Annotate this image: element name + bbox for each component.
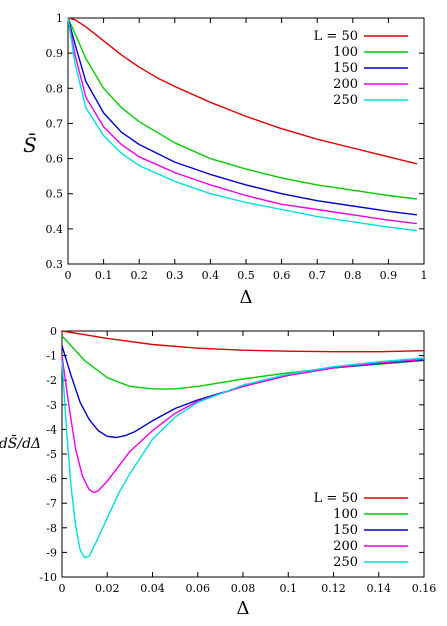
bottom-series-line-3: [61, 355, 425, 494]
bottom-ytick-label: -8: [46, 522, 57, 535]
bottom-legend-label: 100: [333, 507, 358, 522]
top-xtick-label: 1: [421, 269, 428, 282]
bottom-chart-frame: [61, 330, 425, 578]
bottom-chart-ylabel: dS̄/dΔ: [0, 434, 41, 452]
bottom-xtick-label: 0.16: [412, 582, 437, 595]
top-xtick-label: 0.7: [308, 269, 326, 282]
bottom-xtick-label: 0.12: [321, 582, 346, 595]
top-chart-xlabel: Δ: [240, 287, 253, 308]
bottom-xtick-label: 0.08: [231, 582, 256, 595]
top-xtick-label: 0.5: [237, 269, 255, 282]
top-series-line-0: [67, 17, 418, 165]
top-ytick-label: 0.7: [46, 117, 64, 130]
top-legend-label: 100: [333, 45, 358, 60]
bottom-legend-label: 200: [333, 539, 358, 554]
bottom-legend-label: 150: [333, 523, 358, 538]
bottom-ytick-label: -4: [46, 423, 57, 436]
bottom-ytick-label: -2: [46, 374, 57, 387]
top-ytick-label: 0.8: [46, 82, 64, 95]
top-legend-label: 200: [333, 77, 358, 92]
bottom-ytick-label: -10: [39, 571, 57, 584]
bottom-legend-label: 250: [333, 555, 358, 570]
top-ytick-label: 0.9: [46, 47, 64, 60]
top-xtick-label: 0.9: [380, 269, 398, 282]
bottom-ytick-label: -1: [46, 350, 57, 363]
top-series-line-3: [67, 17, 417, 225]
top-xtick-label: 0.6: [273, 269, 291, 282]
bottom-series-line-0: [61, 330, 425, 353]
top-chart-lines: [67, 17, 418, 232]
top-xtick-label: 0.2: [130, 269, 148, 282]
top-ytick-label: 0.6: [46, 153, 64, 166]
bottom-ytick-label: -3: [46, 399, 57, 412]
top-legend-label: 150: [333, 61, 358, 76]
top-series-line-1: [67, 17, 417, 200]
top-legend-label: 250: [333, 93, 358, 108]
top-xtick-label: 0.3: [166, 269, 184, 282]
bottom-xtick-label: 0.02: [95, 582, 120, 595]
bottom-xtick-label: 0.14: [367, 582, 392, 595]
top-chart: 0 0.1 0.2 0.3 0.4 0.5 0.6 0.7 0.8 0.9 1 0.3 0.4 0.5 0.…: [23, 12, 427, 308]
top-series-line-4: [67, 17, 417, 232]
top-xtick-label: 0.1: [95, 269, 113, 282]
bottom-series-line-4: [61, 357, 425, 559]
top-xtick-label: 0.4: [202, 269, 220, 282]
top-xtick-label: 0: [65, 269, 72, 282]
bottom-xtick-label: 0.1: [280, 582, 298, 595]
top-ytick-label: 0.4: [46, 223, 64, 236]
top-chart-ylabel: S̄: [23, 132, 37, 157]
top-chart-ticks: 0 0.1 0.2 0.3 0.4 0.5 0.6 0.7 0.8 0.9 1 0.3 0.4 0.5 0.…: [46, 12, 428, 282]
top-legend-label: L = 50: [314, 29, 358, 44]
bottom-series-line-2: [61, 345, 425, 439]
top-series-line-2: [67, 17, 417, 216]
bottom-chart-lines: [61, 330, 425, 559]
bottom-ytick-label: -6: [46, 473, 57, 486]
bottom-ytick-label: -7: [46, 497, 57, 510]
top-ytick-label: 0.3: [46, 258, 64, 271]
bottom-xtick-label: 0.06: [186, 582, 211, 595]
bottom-ytick-label: -5: [46, 448, 57, 461]
bottom-xtick-label: 0: [59, 582, 66, 595]
bottom-legend-label: L = 50: [314, 491, 358, 506]
bottom-chart: 0 0.02 0.04 0.06 0.08 0.1 0.12 0.14 0.16 0 -1 -2 -3 -…: [0, 325, 436, 619]
top-ytick-label: 1: [56, 12, 63, 25]
bottom-chart-ticks: 0 0.02 0.04 0.06 0.08 0.1 0.12 0.14 0.16 0 -1 -2 -3 -…: [39, 325, 436, 595]
bottom-xtick-label: 0.04: [140, 582, 165, 595]
top-ytick-label: 0.5: [46, 188, 64, 201]
bottom-ytick-label: -9: [46, 546, 57, 559]
bottom-chart-xlabel: Δ: [237, 598, 250, 619]
bottom-ytick-label: 0: [50, 325, 57, 338]
top-xtick-label: 0.8: [344, 269, 362, 282]
